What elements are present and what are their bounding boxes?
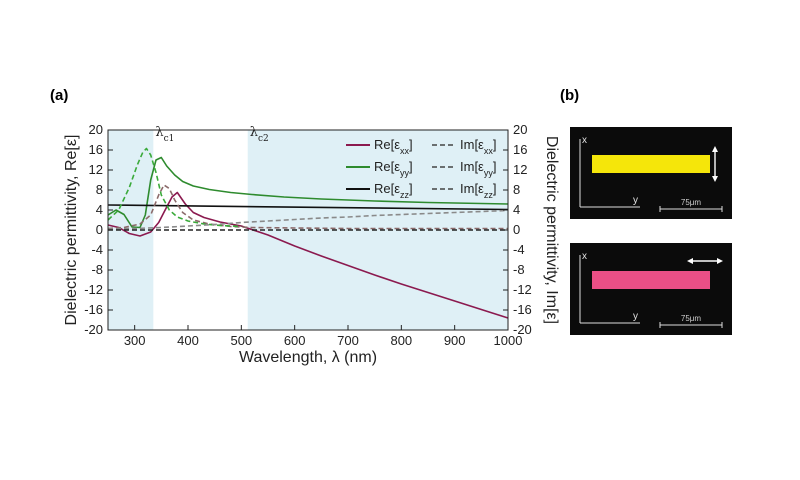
arrow-head-down-icon: [712, 176, 718, 182]
x-axis-label: Wavelength, λ (nm): [239, 349, 377, 366]
panel-b-label: (b): [560, 87, 579, 104]
y-tick-label-left: -8: [91, 262, 103, 277]
x-tick-label: 700: [337, 333, 359, 348]
y-tick-label-right: -4: [513, 242, 525, 257]
series-line-im-zz: [107, 209, 509, 230]
panel-a-label: (a): [50, 87, 68, 104]
legend: Re[εxx] Im[εxx] Re[εyy] Im[εyy] Re[εzz] Im[εz…: [346, 137, 496, 200]
y-tick-label-left: -16: [84, 302, 103, 317]
annotation-lambda-c2: λc2: [250, 125, 269, 144]
legend-entry-re-xx: Re[εxx]: [374, 137, 413, 156]
y-tick-label-right: -8: [513, 262, 525, 277]
y-tick-label-left: 4: [96, 202, 103, 217]
x-tick-label: 600: [284, 333, 306, 348]
y-tick-label-right: -20: [513, 322, 532, 337]
x-tick-label: 900: [444, 333, 466, 348]
legend-entry-re-yy: Re[εyy]: [374, 159, 413, 178]
chart-a: 300 400 500 600 700 800 900 1000 20 16 12 8 4 0 -4 -8 -…: [63, 122, 560, 366]
axis-x-label: x: [582, 135, 587, 146]
y-tick-label-left: 12: [89, 162, 103, 177]
y-ticks-right: 20 16 12 8 4 0 -4 -8 -12 -16 -20: [503, 122, 532, 337]
y-tick-label-right: 8: [513, 182, 520, 197]
y-tick-label-right: 20: [513, 122, 527, 137]
sample-strip: [592, 271, 710, 289]
x-tick-label: 400: [177, 333, 199, 348]
series-line-re-zz: [107, 204, 509, 211]
y-tick-label-right: 4: [513, 202, 520, 217]
micrograph-1: x y 75μm: [570, 127, 732, 219]
x-tick-label: 1000: [494, 333, 523, 348]
axis-x-label: x: [582, 251, 587, 262]
series-line-re-yy: [107, 156, 509, 229]
y-tick-label-left: 8: [96, 182, 103, 197]
series-lines: [107, 147, 509, 319]
y-tick-label-right: 12: [513, 162, 527, 177]
y-tick-label-right: 16: [513, 142, 527, 157]
annotation-lambda-c1: λc1: [155, 125, 174, 144]
series-line-im-xx: [107, 184, 508, 230]
arrow-head-up-icon: [712, 146, 718, 152]
y-tick-label-right: 0: [513, 222, 520, 237]
arrow-head-left-icon: [687, 258, 693, 264]
y-axis-label-right: Dielectric permittivity, Im[ε]: [543, 136, 560, 324]
series-line-re-xx: [107, 191, 509, 319]
sample-strip: [592, 155, 710, 173]
y-tick-label-left: -12: [84, 282, 103, 297]
x-tick-label: 300: [124, 333, 146, 348]
y-tick-label-left: 16: [89, 142, 103, 157]
y-tick-label-left: -20: [84, 322, 103, 337]
legend-entry-im-yy: Im[εyy]: [460, 159, 496, 178]
y-tick-label-right: -12: [513, 282, 532, 297]
x-tick-label: 800: [390, 333, 412, 348]
micrograph-2: x y 75μm: [570, 243, 732, 335]
annotations: λc1 λc2: [155, 125, 268, 144]
y-axis-label-left: Dielectric permittivity, Re[ε]: [63, 135, 80, 326]
legend-entry-re-zz: Re[εzz]: [374, 181, 413, 200]
y-tick-label-left: 20: [89, 122, 103, 137]
x-tick-label: 500: [230, 333, 252, 348]
legend-entry-im-zz: Im[εzz]: [460, 181, 496, 200]
y-tick-label-left: 0: [96, 222, 103, 237]
scale-bar-label: 75μm: [681, 314, 702, 323]
axis-y-label: y: [633, 311, 638, 322]
legend-entry-im-xx: Im[εxx]: [460, 137, 496, 156]
y-tick-label-left: -4: [91, 242, 103, 257]
y-ticks-left: 20 16 12 8 4 0 -4 -8 -12 -16 -20: [84, 122, 113, 337]
x-ticks: 300 400 500 600 700 800 900 1000: [124, 325, 523, 348]
scale-bar-label: 75μm: [681, 198, 702, 207]
micrographs: x y 75μm x y 75μm: [570, 127, 732, 335]
shaded-region-1: [108, 130, 154, 330]
y-tick-label-right: -16: [513, 302, 532, 317]
series-line-im-yy: [107, 147, 242, 228]
axis-y-label: y: [633, 195, 638, 206]
arrow-head-right-icon: [717, 258, 723, 264]
